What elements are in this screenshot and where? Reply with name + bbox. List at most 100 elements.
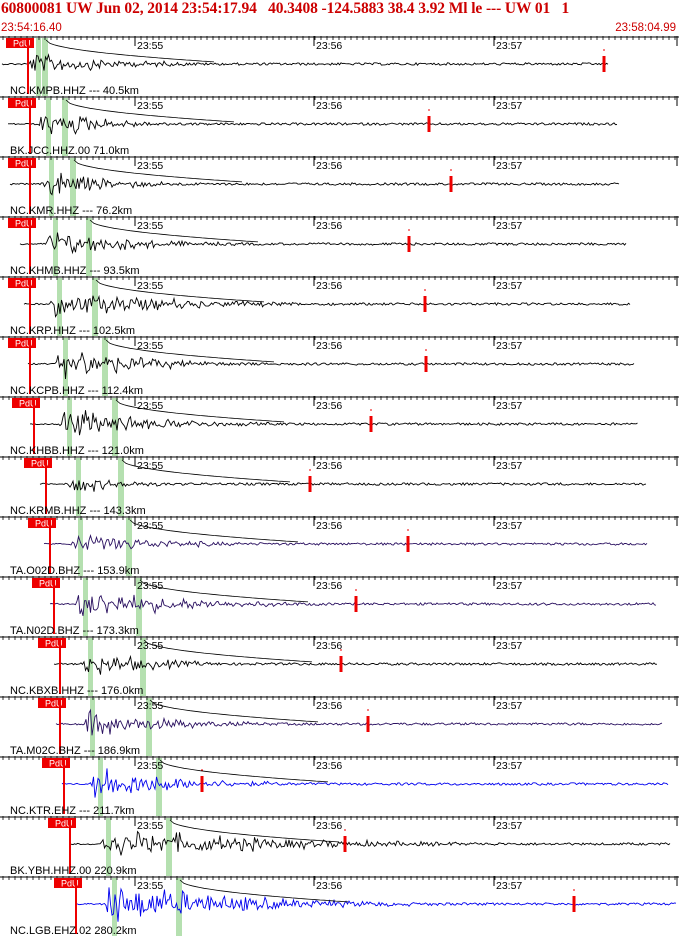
station-label: TA.N02D.BHZ --- 173.3km: [10, 625, 139, 637]
tick-label: 23:56: [316, 400, 342, 412]
pick-flag: [8, 338, 36, 348]
p-phase-band: [63, 338, 68, 396]
waveform: [69, 830, 671, 856]
trace-row: 23:55 23:56 23:57 PdU TA.M02C.BHZ --- 186.9k…: [0, 696, 679, 757]
pick-label: PdU: [49, 759, 67, 769]
tick-label: 23:55: [137, 520, 163, 532]
coda-curve: [169, 819, 339, 843]
s-phase-band: [70, 158, 76, 216]
coda-curve: [121, 459, 291, 483]
station-label: NC.KMR.HHZ --- 76.2km: [10, 205, 132, 217]
start-time: 23:54:16.40: [1, 22, 62, 34]
pick-flag: [38, 698, 66, 708]
end-time: 23:58:04.99: [615, 22, 676, 34]
tick-label: 23:56: [316, 280, 342, 292]
tick-label: 23:57: [496, 640, 522, 652]
tick-label: 23:56: [316, 880, 342, 892]
station-label: BK.YBH.HHZ.00 220.9km: [10, 865, 137, 877]
tick-label: 23:55: [137, 640, 163, 652]
seismogram-panel: 23:55 23:56 23:57 PdU NC.KMPB.HHZ --- 40.5km…: [0, 36, 679, 937]
s-phase-band: [112, 398, 118, 456]
tick-label: 23:55: [137, 820, 163, 832]
tick-label: 23:56: [316, 580, 342, 592]
pick-label: PdU: [31, 459, 49, 469]
s-phase-band: [92, 278, 98, 336]
pick-label: PdU: [61, 879, 79, 889]
trace-row: 23:55 23:56 23:57 PdU NC.KRP.HHZ --- 102.5km: [0, 276, 679, 337]
trace-row: 23:55 23:56 23:57 PdU NC.KMR.HHZ --- 76.2km: [0, 156, 679, 217]
waveform: [61, 768, 669, 798]
tick-label: 23:57: [496, 580, 522, 592]
tick-label: 23:56: [316, 460, 342, 472]
pick-label: PdU: [19, 399, 37, 409]
pick-label: PdU: [45, 639, 63, 649]
tick-label: 23:56: [316, 40, 342, 52]
pick-flag: [42, 758, 70, 768]
pick-flag: [12, 398, 40, 408]
station-label: NC.KMPB.HHZ --- 40.5km: [10, 85, 139, 97]
s-phase-band: [42, 38, 48, 96]
tick-label: 23:57: [496, 160, 522, 172]
p-phase-band: [90, 698, 95, 756]
tick-label: 23:56: [316, 820, 342, 832]
coda-curve: [73, 159, 243, 183]
tick-label: 23:56: [316, 220, 342, 232]
tick-label: 23:55: [137, 160, 163, 172]
pick-flag: [8, 98, 36, 108]
s-phase-band: [146, 698, 152, 756]
tick-label: 23:56: [316, 760, 342, 772]
pick-label: PdU: [39, 579, 57, 589]
station-label: BK.JCC.HHZ.00 71.0km: [10, 145, 129, 157]
coda-curve: [139, 579, 309, 603]
tick-label: 23:57: [496, 220, 522, 232]
s-phase-band: [156, 758, 162, 816]
tick-label: 23:57: [496, 100, 522, 112]
waveform: [39, 479, 647, 492]
tick-label: 23:55: [137, 40, 163, 52]
p-phase-band: [78, 518, 83, 576]
pick-flag: [8, 158, 36, 168]
s-phase-band: [166, 818, 172, 876]
waveform: [75, 887, 677, 922]
coda-curve: [129, 519, 299, 543]
tick-label: 23:55: [137, 700, 163, 712]
p-phase-band: [67, 398, 72, 456]
tick-label: 23:55: [137, 340, 163, 352]
pick-flag: [48, 818, 76, 828]
s-phase-band: [62, 98, 68, 156]
p-phase-band: [112, 878, 117, 936]
p-phase-band: [88, 638, 93, 696]
s-phase-band: [118, 458, 124, 516]
pick-label: PdU: [15, 219, 33, 229]
pick-flag: [24, 458, 52, 468]
waveform: [27, 352, 635, 380]
station-label: TA.M02C.BHZ --- 186.9km: [10, 745, 140, 757]
pick-label: PdU: [15, 339, 33, 349]
pick-flag: [38, 638, 66, 648]
tick-label: 23:55: [137, 220, 163, 232]
event-title: 60800081 UW Jun 02, 2014 23:54:17.94 40.…: [1, 0, 570, 17]
event-header: 60800081 UW Jun 02, 2014 23:54:17.94 40.…: [0, 0, 679, 36]
trace-row: 23:55 23:56 23:57 PdU BK.YBH.HHZ.00 220.9km: [0, 816, 679, 877]
waveform: [55, 708, 663, 736]
station-label: NC.KRMB.HHZ --- 143.3km: [10, 505, 146, 517]
tick-label: 23:55: [137, 100, 163, 112]
waveform: [23, 294, 631, 318]
tick-label: 23:55: [137, 760, 163, 772]
waveform: [19, 232, 627, 255]
station-label: NC.KRP.HHZ --- 102.5km: [10, 325, 135, 337]
tick-label: 23:56: [316, 640, 342, 652]
waveform: [9, 172, 620, 196]
coda-curve: [89, 219, 259, 243]
pick-flag: [54, 878, 82, 888]
pick-flag: [32, 578, 60, 588]
s-phase-band: [176, 878, 182, 936]
coda-curve: [149, 699, 319, 723]
coda-curve: [65, 99, 235, 123]
pick-label: PdU: [55, 819, 73, 829]
tick-label: 23:57: [496, 400, 522, 412]
tick-label: 23:56: [316, 160, 342, 172]
trace-row: 23:55 23:56 23:57 PdU TA.N02D.BHZ --- 173.3k…: [0, 576, 679, 637]
tick-label: 23:55: [137, 280, 163, 292]
